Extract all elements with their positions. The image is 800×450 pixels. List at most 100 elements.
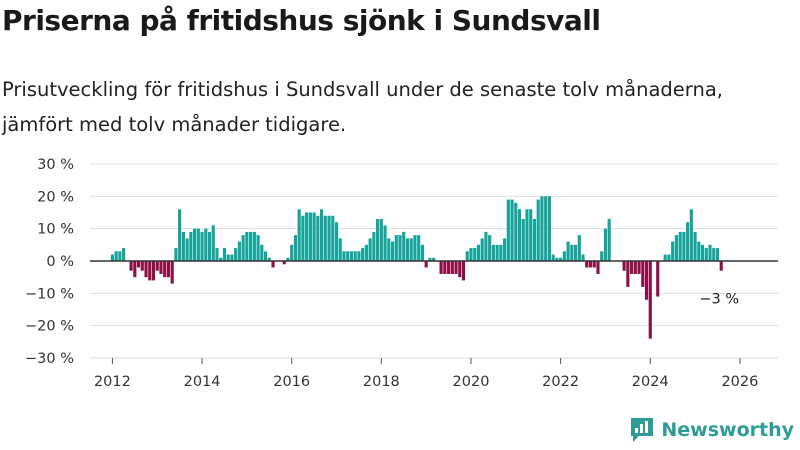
bar bbox=[342, 251, 346, 261]
x-tick-label: 2014 bbox=[184, 374, 221, 390]
x-tick-label: 2012 bbox=[94, 374, 131, 390]
bar bbox=[686, 222, 690, 261]
bar bbox=[181, 231, 185, 261]
bar bbox=[163, 261, 167, 278]
bar bbox=[607, 218, 611, 261]
bar-chart: 30 % 20 % 10 % 0 % −10 % −20 % −30 % 2012 2014 20… bbox=[25, 157, 778, 390]
x-tick-label: 2024 bbox=[632, 374, 669, 390]
bar bbox=[267, 257, 271, 261]
bar bbox=[308, 212, 312, 261]
bar bbox=[417, 235, 421, 261]
bar bbox=[331, 215, 335, 261]
bar bbox=[219, 257, 223, 261]
bar bbox=[439, 261, 443, 274]
bar bbox=[398, 235, 402, 261]
bar bbox=[424, 261, 428, 268]
bar bbox=[480, 238, 484, 261]
bar bbox=[536, 199, 540, 261]
bar bbox=[573, 244, 578, 261]
bar bbox=[704, 248, 708, 261]
bar bbox=[488, 235, 492, 261]
x-tick-label: 2018 bbox=[363, 374, 400, 390]
bar bbox=[585, 261, 589, 268]
bar bbox=[312, 212, 316, 261]
y-tick-label: −30 % bbox=[25, 351, 74, 367]
bar bbox=[708, 244, 712, 261]
newsworthy-brand[interactable]: Newsworthy bbox=[629, 416, 794, 444]
bar bbox=[402, 231, 406, 261]
bar bbox=[458, 261, 462, 278]
bar bbox=[323, 215, 327, 261]
bar bbox=[443, 261, 447, 274]
bar bbox=[465, 251, 469, 261]
grid-layer bbox=[90, 163, 778, 359]
bar bbox=[110, 254, 114, 261]
bar bbox=[447, 261, 451, 274]
bar bbox=[151, 261, 156, 281]
bar bbox=[562, 251, 566, 261]
bar bbox=[544, 196, 548, 261]
bar bbox=[249, 231, 253, 261]
bar bbox=[234, 248, 238, 261]
bar bbox=[368, 238, 372, 261]
bar bbox=[193, 228, 197, 261]
bar bbox=[136, 261, 141, 268]
x-tick-label: 2022 bbox=[542, 374, 579, 390]
bar bbox=[633, 261, 637, 274]
bar bbox=[207, 231, 212, 261]
bar bbox=[200, 231, 204, 261]
bar bbox=[529, 209, 533, 261]
chart-title: Priserna på fritidshus sjönk i Sundsvall bbox=[2, 4, 601, 37]
bar bbox=[484, 231, 488, 261]
y-tick-label: 10 % bbox=[37, 222, 74, 238]
bar bbox=[428, 257, 432, 261]
x-tick-label: 2020 bbox=[453, 374, 490, 390]
bar bbox=[252, 231, 256, 261]
bar bbox=[719, 261, 723, 271]
bar bbox=[525, 209, 529, 261]
bar bbox=[140, 261, 144, 271]
bar bbox=[637, 261, 641, 274]
bar bbox=[503, 238, 507, 261]
bar bbox=[551, 254, 555, 261]
bar bbox=[678, 231, 682, 261]
y-tick-label: −10 % bbox=[25, 286, 74, 302]
bar bbox=[245, 231, 249, 261]
bar bbox=[215, 248, 219, 261]
bar bbox=[473, 248, 477, 261]
bar bbox=[671, 241, 675, 261]
bar bbox=[178, 209, 182, 261]
y-tick-label: 20 % bbox=[37, 189, 74, 205]
y-tick-label: −20 % bbox=[25, 319, 74, 335]
bar bbox=[630, 261, 634, 274]
bar bbox=[596, 261, 600, 274]
bar bbox=[320, 209, 324, 261]
bar bbox=[349, 251, 354, 261]
bar bbox=[376, 218, 380, 261]
bar bbox=[697, 241, 701, 261]
bar bbox=[226, 254, 230, 261]
bar bbox=[532, 218, 537, 261]
brand-name: Newsworthy bbox=[661, 419, 794, 441]
bar bbox=[129, 261, 133, 271]
bar bbox=[211, 225, 215, 261]
bar bbox=[394, 235, 398, 261]
bar bbox=[559, 257, 563, 261]
bar bbox=[622, 261, 626, 271]
bar bbox=[260, 244, 264, 261]
bar bbox=[648, 261, 652, 339]
bar bbox=[715, 248, 720, 261]
bar bbox=[592, 261, 596, 268]
bar bbox=[118, 251, 122, 261]
bar bbox=[469, 248, 473, 261]
bar bbox=[476, 244, 481, 261]
bar bbox=[155, 261, 159, 271]
bar bbox=[379, 218, 383, 261]
bar bbox=[506, 199, 510, 261]
bar bbox=[166, 261, 171, 278]
bar bbox=[432, 257, 436, 261]
bar bbox=[204, 228, 208, 261]
bar bbox=[540, 196, 544, 261]
bar bbox=[405, 238, 410, 261]
bar bbox=[148, 261, 152, 281]
